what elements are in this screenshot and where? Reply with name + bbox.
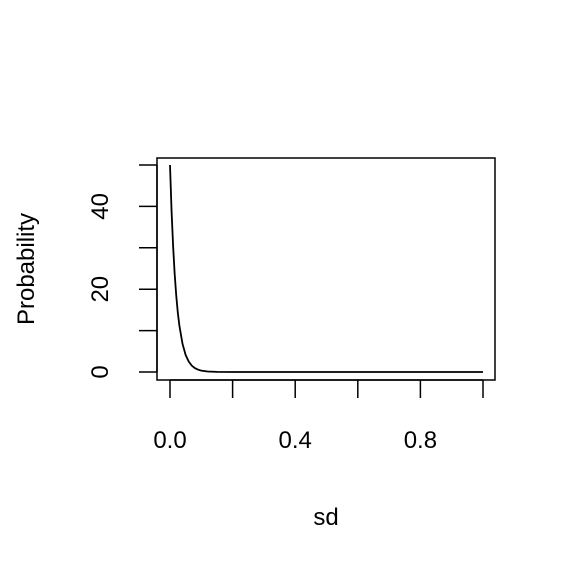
x-axis-label: sd	[313, 504, 338, 531]
x-tick-label: 0.8	[404, 427, 437, 454]
y-tick-label: 40	[87, 193, 114, 220]
series-line	[169, 164, 483, 373]
y-axis-label: Probability	[13, 213, 40, 325]
x-axis: 0.0 0.4 0.8	[153, 379, 484, 454]
y-tick-label: 0	[87, 365, 114, 378]
plot-frame	[156, 157, 496, 381]
y-tick-label: 20	[87, 276, 114, 303]
series-layer	[169, 164, 483, 373]
x-tick-label: 0.4	[279, 427, 312, 454]
x-tick-label: 0.0	[153, 427, 186, 454]
y-axis: 0 20 40	[87, 164, 158, 379]
